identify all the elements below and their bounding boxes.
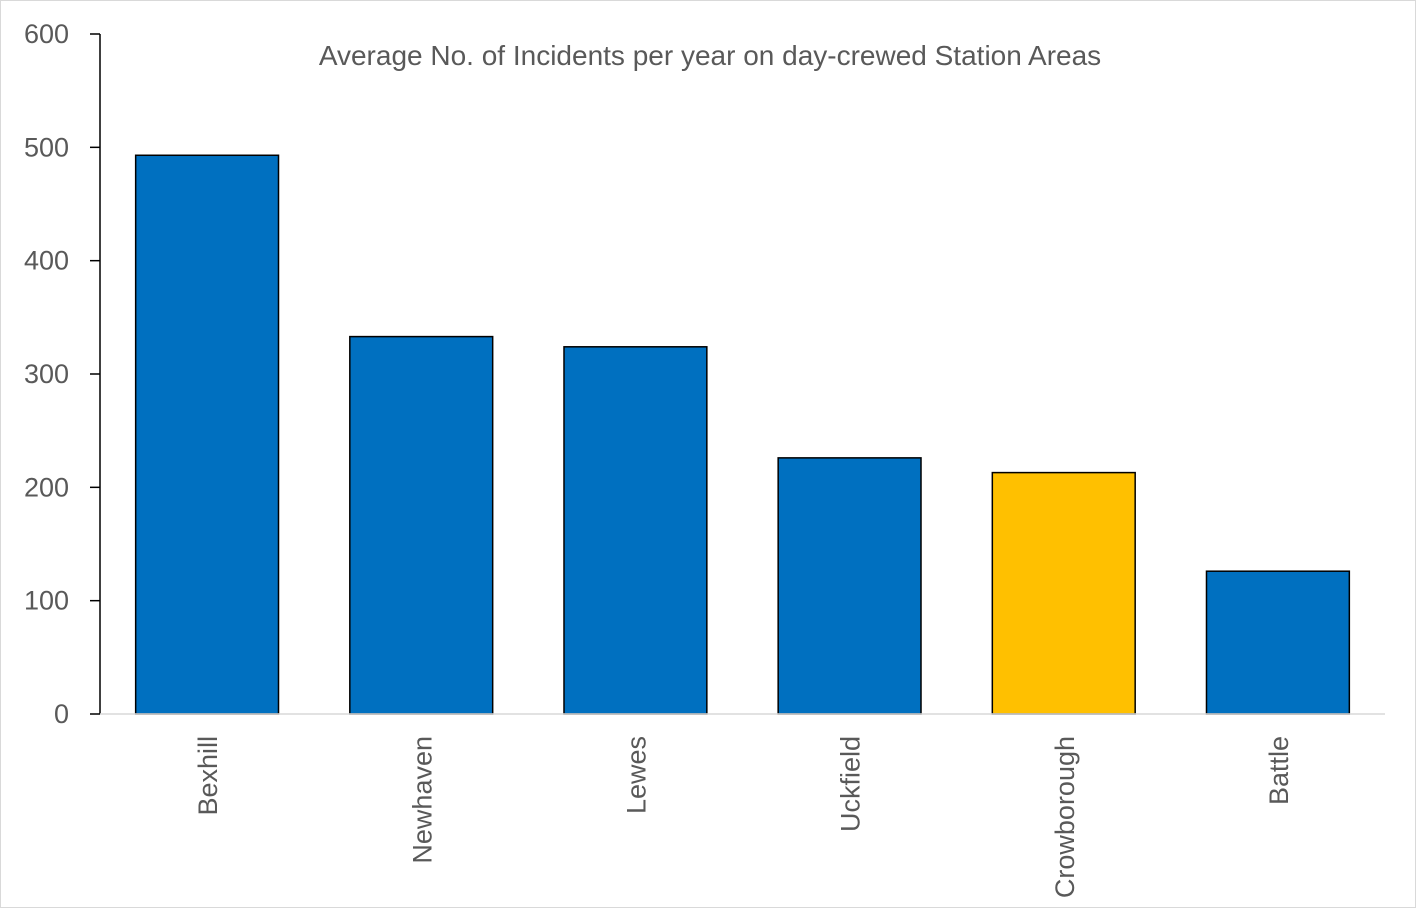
y-tick-label: 300 (24, 359, 69, 389)
x-category-label: Crowborough (1050, 736, 1080, 898)
y-tick-label: 0 (54, 699, 69, 729)
x-category-label: Bexhill (193, 736, 223, 816)
y-tick-label: 100 (24, 586, 69, 616)
bar-crowborough (991, 471, 1136, 715)
y-tick-label: 600 (24, 19, 69, 49)
bar-lewes (563, 346, 708, 715)
bar-uckfield (777, 457, 922, 715)
bar-battle (1205, 570, 1351, 715)
chart-title: Average No. of Incidents per year on day… (319, 40, 1101, 71)
x-category-label: Newhaven (407, 736, 437, 864)
x-category-label: Battle (1264, 736, 1294, 805)
x-axis: Bexhill Newhaven Lewes Uckfield Crowborough B… (100, 713, 1385, 898)
x-category-label: Uckfield (836, 736, 866, 832)
y-tick-label: 400 (24, 246, 69, 276)
y-tick-label: 200 (24, 472, 69, 502)
x-category-label: Lewes (621, 736, 651, 814)
bar-newhaven (349, 335, 494, 715)
bar-bexhill (134, 154, 280, 715)
y-axis: 0 100 200 300 400 500 600 (24, 19, 101, 729)
y-tick-label: 500 (24, 132, 69, 162)
bars (134, 154, 1351, 715)
